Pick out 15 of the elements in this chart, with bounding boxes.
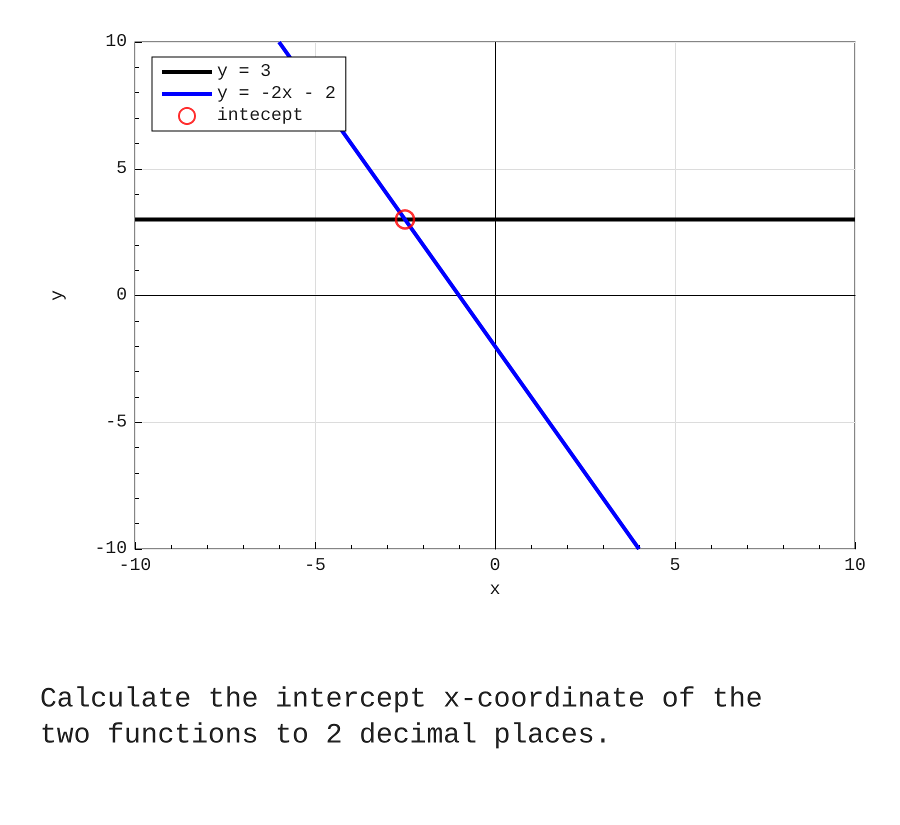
y-tick-label: -10 xyxy=(94,539,127,559)
y-tick-label: 10 xyxy=(105,32,127,52)
x-tick-label: -5 xyxy=(304,556,326,576)
legend-label: y = -2x - 2 xyxy=(217,84,336,104)
x-tick-label: 10 xyxy=(844,556,866,576)
x-tick-label: 5 xyxy=(670,556,680,576)
x-tick-label: 0 xyxy=(490,556,500,576)
y-tick-label: 5 xyxy=(116,158,127,179)
text: Calculate the intercept x-coordinate of the two functions to 2 decimal places. xyxy=(40,684,780,752)
x-axis-title: x xyxy=(490,580,500,600)
legend-label: y = 3 xyxy=(217,62,272,82)
legend-label: intecept xyxy=(217,106,304,126)
y-tick-label: -5 xyxy=(105,412,127,432)
y-axis-title: y xyxy=(48,290,68,301)
y-tick-label: 0 xyxy=(116,286,127,306)
